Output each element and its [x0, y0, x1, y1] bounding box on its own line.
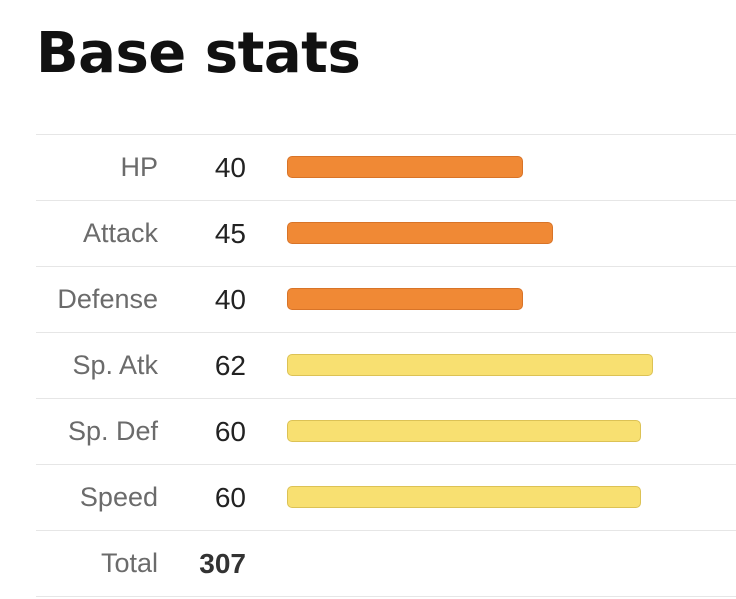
stat-row-attack: Attack 45: [36, 201, 736, 267]
stat-row-speed: Speed 60: [36, 465, 736, 531]
stat-bar-track: [287, 420, 736, 444]
stat-bar-track: [287, 222, 736, 246]
base-stats-table: HP 40 Attack 45 Defense 40 Sp. Atk 62 Sp…: [36, 134, 736, 597]
stat-bar-track: [287, 156, 736, 180]
stat-bar: [287, 288, 523, 310]
stat-value: 45: [214, 217, 246, 249]
stat-label: Attack: [82, 218, 158, 248]
stat-bar: [287, 222, 553, 244]
stat-label: Defense: [57, 284, 158, 314]
stat-row-total: Total 307: [36, 531, 736, 597]
page-title: Base stats: [36, 21, 361, 86]
stat-bar: [287, 156, 523, 178]
stat-value: 62: [214, 349, 246, 381]
stat-value: 40: [214, 151, 246, 183]
stat-bar-track: [287, 288, 736, 312]
total-label: Total: [100, 548, 158, 578]
total-value: 307: [199, 547, 246, 579]
stat-bar-track: [287, 486, 736, 510]
stat-label: HP: [120, 152, 158, 182]
stat-bar: [287, 420, 641, 442]
stat-value: 60: [214, 415, 246, 447]
stat-value: 60: [214, 481, 246, 513]
stat-value: 40: [214, 283, 246, 315]
stat-row-hp: HP 40: [36, 135, 736, 201]
stat-bar: [287, 486, 641, 508]
stat-row-defense: Defense 40: [36, 267, 736, 333]
stat-label: Sp. Def: [67, 416, 158, 446]
stat-bar-track: [287, 354, 736, 378]
stat-label: Speed: [79, 482, 158, 512]
stat-label: Sp. Atk: [72, 350, 158, 380]
stat-row-sp-def: Sp. Def 60: [36, 399, 736, 465]
stat-row-sp-atk: Sp. Atk 62: [36, 333, 736, 399]
stat-bar: [287, 354, 653, 376]
